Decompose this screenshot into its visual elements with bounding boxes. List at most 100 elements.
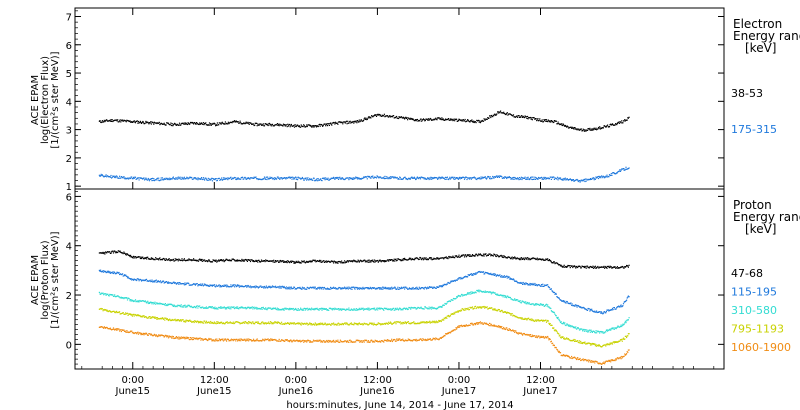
data-point xyxy=(186,177,189,179)
data-point xyxy=(505,114,507,116)
data-point xyxy=(469,293,471,295)
data-point xyxy=(507,114,509,116)
data-point xyxy=(594,310,596,312)
data-point xyxy=(539,304,541,306)
data-point xyxy=(334,287,337,289)
data-point xyxy=(271,123,274,125)
data-point xyxy=(611,267,613,269)
data-point xyxy=(589,331,592,333)
data-point xyxy=(265,285,267,287)
data-point xyxy=(478,289,480,291)
data-point xyxy=(265,176,267,178)
data-point xyxy=(567,324,569,326)
data-point xyxy=(408,178,411,180)
data-point xyxy=(106,251,108,253)
data-point xyxy=(501,255,503,257)
data-point xyxy=(601,312,603,314)
data-point xyxy=(161,281,163,283)
data-point xyxy=(212,307,214,309)
data-point xyxy=(111,251,113,253)
data-point xyxy=(267,322,269,324)
data-point xyxy=(192,122,194,124)
data-point xyxy=(495,176,497,178)
data-point xyxy=(205,306,207,308)
data-point xyxy=(262,306,264,308)
data-point xyxy=(563,321,565,323)
data-point xyxy=(514,257,516,259)
data-point xyxy=(398,178,400,180)
data-point xyxy=(300,324,302,326)
data-point xyxy=(565,324,567,327)
data-point xyxy=(317,308,319,310)
data-point xyxy=(604,311,606,313)
data-point xyxy=(523,117,526,119)
data-point xyxy=(142,316,144,318)
data-point xyxy=(185,123,187,125)
data-point xyxy=(577,128,579,130)
data-point xyxy=(241,306,244,308)
data-point xyxy=(386,260,388,262)
data-point xyxy=(151,303,153,305)
data-point xyxy=(449,281,452,283)
data-point xyxy=(234,120,236,122)
data-point xyxy=(150,302,152,304)
data-point xyxy=(355,323,357,325)
data-point xyxy=(580,128,582,130)
data-point xyxy=(588,129,590,131)
data-point xyxy=(284,287,286,289)
data-point xyxy=(380,288,382,290)
data-point xyxy=(449,118,452,120)
data-point xyxy=(519,282,521,284)
data-point xyxy=(183,320,185,323)
data-point xyxy=(215,125,217,127)
data-point xyxy=(165,124,167,126)
data-point xyxy=(144,300,146,302)
data-point xyxy=(344,322,346,324)
data-point xyxy=(383,178,385,180)
data-point xyxy=(538,304,540,306)
data-point xyxy=(181,176,183,178)
data-point xyxy=(247,121,249,123)
data-point xyxy=(199,284,201,286)
data-point xyxy=(550,176,552,178)
data-point xyxy=(366,261,368,263)
data-point xyxy=(269,322,271,325)
data-point xyxy=(275,287,277,289)
data-point xyxy=(301,323,303,325)
data-point xyxy=(399,322,401,324)
data-point xyxy=(142,256,144,258)
data-point xyxy=(417,323,419,325)
data-point xyxy=(318,286,320,288)
data-point xyxy=(171,304,173,306)
data-point xyxy=(446,283,448,285)
data-point xyxy=(115,310,118,312)
data-point xyxy=(166,281,168,283)
data-point xyxy=(148,258,151,260)
data-point xyxy=(500,110,502,112)
data-point xyxy=(402,259,404,262)
data-point xyxy=(330,307,332,309)
data-point xyxy=(457,177,459,179)
data-point xyxy=(304,262,307,264)
data-point xyxy=(585,178,587,180)
data-point xyxy=(343,262,345,264)
data-point xyxy=(202,123,204,125)
data-point xyxy=(544,120,546,122)
data-point xyxy=(144,123,146,125)
data-point xyxy=(154,179,156,181)
data-point xyxy=(383,113,385,115)
data-point xyxy=(522,177,524,179)
data-point xyxy=(131,279,133,281)
data-point xyxy=(144,279,146,282)
data-point xyxy=(359,259,362,261)
data-point xyxy=(301,261,303,263)
data-point xyxy=(137,177,140,179)
data-point xyxy=(519,116,521,118)
data-point xyxy=(440,285,442,287)
data-point xyxy=(158,121,160,123)
data-point xyxy=(594,128,596,130)
data-point xyxy=(451,118,453,121)
data-point xyxy=(485,253,487,255)
data-point xyxy=(544,304,546,307)
data-point xyxy=(359,178,362,180)
